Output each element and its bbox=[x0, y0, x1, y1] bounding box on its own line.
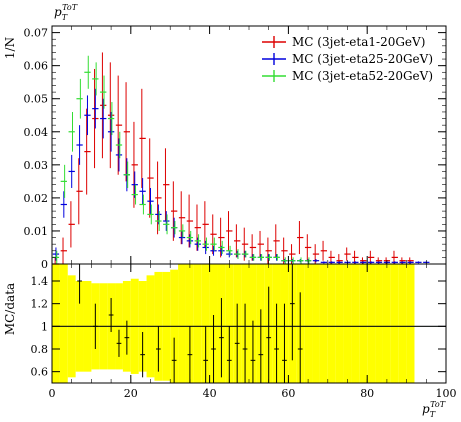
x-tick-label: 0 bbox=[49, 387, 56, 400]
legend: MC (3jet-eta1-20GeV) MC (3jet-eta25-20GeV… bbox=[262, 35, 433, 83]
ratio-y-tick-label: 1.4 bbox=[31, 275, 49, 288]
ratio-y-tick-label: 1.2 bbox=[31, 298, 49, 311]
legend-entry-1: MC (3jet-eta1-20GeV) bbox=[292, 35, 425, 49]
ratio-y-axis-title: MC/data bbox=[3, 283, 17, 335]
series-group bbox=[52, 52, 430, 265]
y-tick-label: 0 bbox=[41, 258, 48, 271]
ratio-y-tick-label: 1 bbox=[41, 320, 48, 333]
ratio-band-bin bbox=[382, 264, 391, 383]
y-tick-label: 0.01 bbox=[24, 225, 49, 238]
ratio-band-bin bbox=[185, 264, 194, 383]
x-tick-label: 60 bbox=[281, 387, 295, 400]
ratio-band-bin bbox=[327, 264, 336, 383]
y-tick-label: 0.05 bbox=[24, 93, 49, 106]
y-axis-title: 1/N bbox=[3, 37, 17, 59]
ratio-band-bin bbox=[225, 264, 234, 383]
ratio-band-bin bbox=[343, 264, 352, 383]
series-3 bbox=[52, 55, 312, 264]
ratio-band-bin bbox=[375, 264, 383, 383]
ratio-y-tick-label: 0.8 bbox=[31, 343, 49, 356]
x-tick-label: 80 bbox=[360, 387, 374, 400]
ratio-band-bin bbox=[367, 264, 376, 383]
y-tick-label: 0.04 bbox=[24, 126, 49, 139]
ratio-band-bin bbox=[398, 264, 407, 383]
y-tick-label: 0.02 bbox=[24, 192, 49, 205]
ratio-band-bin bbox=[52, 264, 60, 383]
series-1 bbox=[52, 52, 414, 265]
y-tick-label: 0.03 bbox=[24, 159, 49, 172]
ratio-band-bin bbox=[304, 264, 313, 383]
ratio-band-bin bbox=[406, 264, 415, 383]
x-tick-label: 100 bbox=[436, 387, 457, 400]
ratio-band-bin bbox=[178, 264, 186, 383]
ratio-band-bin bbox=[312, 264, 320, 383]
x-axis-title: pTToT bbox=[422, 400, 446, 419]
ratio-band-bin bbox=[193, 264, 202, 383]
ratio-band-bin bbox=[59, 264, 68, 383]
legend-entry-3: MC (3jet-eta52-20GeV) bbox=[292, 69, 433, 83]
y-tick-label: 0.07 bbox=[24, 27, 49, 40]
legend-entry-2: MC (3jet-eta25-20GeV) bbox=[292, 52, 433, 66]
x-tick-label: 20 bbox=[124, 387, 138, 400]
x-tick-label: 40 bbox=[203, 387, 217, 400]
ratio-band bbox=[52, 264, 415, 383]
ratio-band-bin bbox=[335, 264, 344, 383]
y-tick-label: 0.06 bbox=[24, 60, 49, 73]
axes-group: 0 0.01 0.02 0.03 0.04 0.05 0.06 0.07 0.6 0.8 1 1.2 1… bbox=[3, 3, 457, 419]
ratio-band-bin bbox=[390, 264, 399, 383]
ratio-band-bin bbox=[359, 264, 368, 383]
ratio-band-bin bbox=[201, 264, 210, 383]
ratio-y-tick-label: 0.6 bbox=[31, 366, 49, 379]
top-title: pTToT bbox=[54, 3, 78, 22]
ratio-band-bin bbox=[319, 264, 328, 383]
ratio-band-bin bbox=[351, 264, 360, 383]
